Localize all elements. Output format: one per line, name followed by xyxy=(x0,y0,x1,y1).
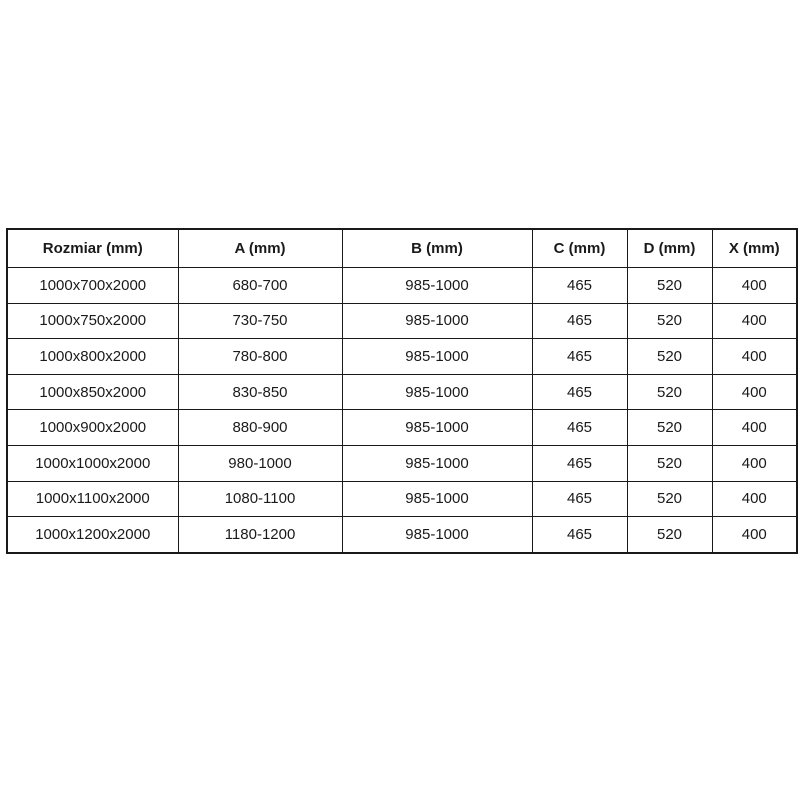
table-cell-d: 520 xyxy=(626,338,713,375)
table-cell-rozmiar: 1000x1100x2000 xyxy=(6,480,179,518)
column-header-b: B (mm) xyxy=(341,228,533,268)
table-cell-b: 985-1000 xyxy=(341,338,533,375)
table-cell-rozmiar: 1000x750x2000 xyxy=(6,302,179,340)
column-header-x: X (mm) xyxy=(711,228,798,268)
table-cell-a: 730-750 xyxy=(177,302,343,340)
dimensions-table-container: Rozmiar (mm) A (mm) B (mm) C (mm) D (mm)… xyxy=(6,228,798,554)
table-header: Rozmiar (mm) A (mm) B (mm) C (mm) D (mm)… xyxy=(6,228,798,268)
table-cell-d: 520 xyxy=(626,409,713,446)
table-cell-d: 520 xyxy=(626,373,713,411)
dimensions-table: Rozmiar (mm) A (mm) B (mm) C (mm) D (mm)… xyxy=(6,228,798,554)
table-cell-c: 465 xyxy=(531,480,628,518)
table-cell-d: 520 xyxy=(626,302,713,340)
table-cell-x: 400 xyxy=(711,302,798,340)
column-header-c: C (mm) xyxy=(531,228,628,268)
table-cell-rozmiar: 1000x800x2000 xyxy=(6,338,179,375)
table-cell-a: 880-900 xyxy=(177,409,343,446)
table-cell-d: 520 xyxy=(626,480,713,518)
table-cell-x: 400 xyxy=(711,516,798,554)
table-cell-a: 1180-1200 xyxy=(177,516,343,554)
table-cell-c: 465 xyxy=(531,302,628,340)
table-cell-c: 465 xyxy=(531,338,628,375)
table-cell-b: 985-1000 xyxy=(341,444,533,482)
table-row: 1000x800x2000 780-800 985-1000 465 520 4… xyxy=(6,338,798,375)
table-cell-rozmiar: 1000x1200x2000 xyxy=(6,516,179,554)
table-cell-b: 985-1000 xyxy=(341,267,533,304)
table-cell-rozmiar: 1000x1000x2000 xyxy=(6,444,179,482)
table-cell-x: 400 xyxy=(711,480,798,518)
table-row: 1000x1200x2000 1180-1200 985-1000 465 52… xyxy=(6,516,798,554)
table-cell-x: 400 xyxy=(711,444,798,482)
table-cell-rozmiar: 1000x700x2000 xyxy=(6,267,179,304)
table-row: 1000x900x2000 880-900 985-1000 465 520 4… xyxy=(6,409,798,446)
table-cell-c: 465 xyxy=(531,516,628,554)
table-cell-c: 465 xyxy=(531,373,628,411)
table-cell-d: 520 xyxy=(626,444,713,482)
table-cell-b: 985-1000 xyxy=(341,302,533,340)
table-cell-a: 1080-1100 xyxy=(177,480,343,518)
table-cell-a: 980-1000 xyxy=(177,444,343,482)
table-cell-a: 780-800 xyxy=(177,338,343,375)
table-cell-c: 465 xyxy=(531,444,628,482)
table-body: 1000x700x2000 680-700 985-1000 465 520 4… xyxy=(6,267,798,554)
column-header-d: D (mm) xyxy=(626,228,713,268)
table-cell-x: 400 xyxy=(711,267,798,304)
table-row: 1000x750x2000 730-750 985-1000 465 520 4… xyxy=(6,302,798,340)
table-row: 1000x850x2000 830-850 985-1000 465 520 4… xyxy=(6,373,798,411)
table-cell-b: 985-1000 xyxy=(341,516,533,554)
table-cell-b: 985-1000 xyxy=(341,409,533,446)
column-header-rozmiar: Rozmiar (mm) xyxy=(6,228,179,268)
table-cell-x: 400 xyxy=(711,338,798,375)
table-cell-rozmiar: 1000x900x2000 xyxy=(6,409,179,446)
table-cell-a: 830-850 xyxy=(177,373,343,411)
table-cell-d: 520 xyxy=(626,267,713,304)
table-cell-b: 985-1000 xyxy=(341,373,533,411)
table-cell-c: 465 xyxy=(531,267,628,304)
table-cell-x: 400 xyxy=(711,373,798,411)
table-cell-c: 465 xyxy=(531,409,628,446)
table-row: 1000x1100x2000 1080-1100 985-1000 465 52… xyxy=(6,480,798,518)
table-cell-a: 680-700 xyxy=(177,267,343,304)
table-row: 1000x700x2000 680-700 985-1000 465 520 4… xyxy=(6,267,798,304)
table-cell-d: 520 xyxy=(626,516,713,554)
table-cell-x: 400 xyxy=(711,409,798,446)
column-header-a: A (mm) xyxy=(177,228,343,268)
table-row: 1000x1000x2000 980-1000 985-1000 465 520… xyxy=(6,444,798,482)
header-row: Rozmiar (mm) A (mm) B (mm) C (mm) D (mm)… xyxy=(6,228,798,268)
table-cell-rozmiar: 1000x850x2000 xyxy=(6,373,179,411)
table-cell-b: 985-1000 xyxy=(341,480,533,518)
